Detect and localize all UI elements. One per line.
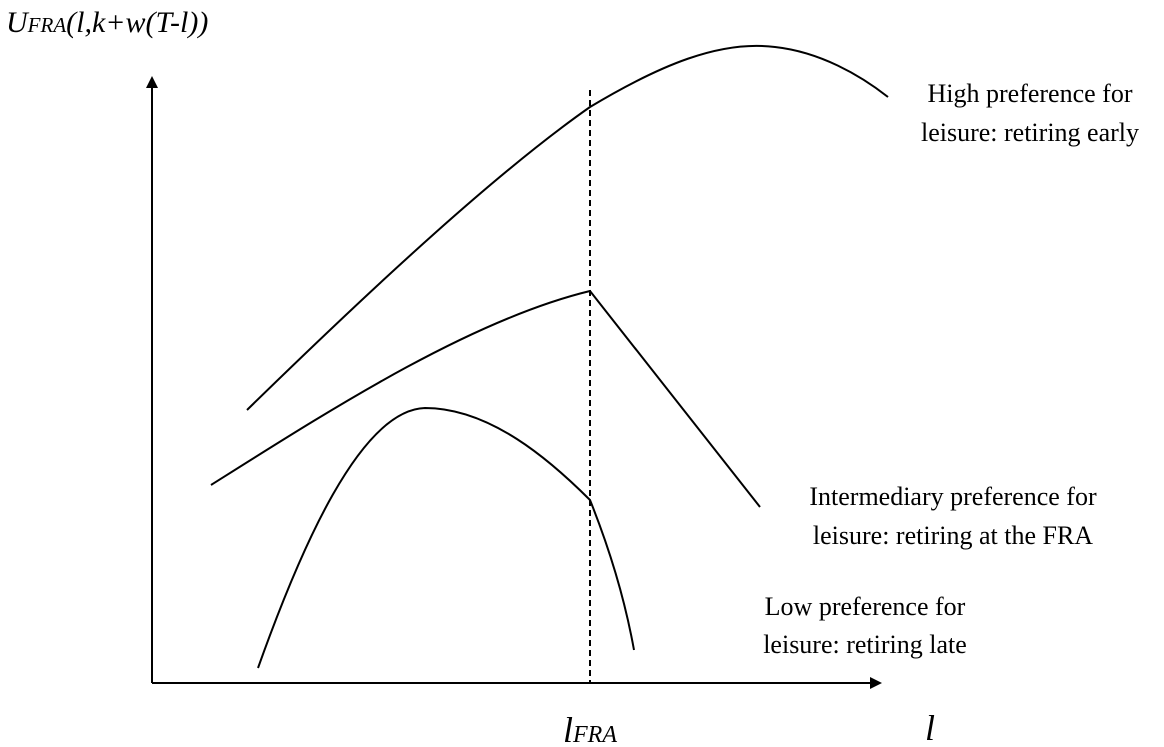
y-label-args: (l,k+w(T-l)) [66, 6, 208, 39]
y-label-sub: FRA [27, 13, 67, 37]
intermediary-curve [210, 289, 761, 508]
x-marker-sub: FRA [572, 722, 617, 747]
curve-label: Low preference for [765, 592, 966, 621]
y-label-main: U [6, 6, 30, 39]
curve-label: leisure: retiring early [921, 118, 1139, 147]
curve-label: leisure: retiring at the FRA [813, 521, 1093, 550]
x-marker-label: lFRA [563, 710, 617, 747]
x-marker-main: l [563, 710, 573, 747]
curve-label: Intermediary preference for [809, 482, 1097, 511]
curve-label: leisure: retiring late [763, 630, 967, 659]
curve-label: High preference for [928, 79, 1133, 108]
y-axis-label: UFRA(l,k+w(T-l)) [6, 6, 208, 39]
low-curve [257, 406, 635, 669]
x-axis-label: l [925, 708, 935, 747]
high-curve [246, 44, 889, 411]
